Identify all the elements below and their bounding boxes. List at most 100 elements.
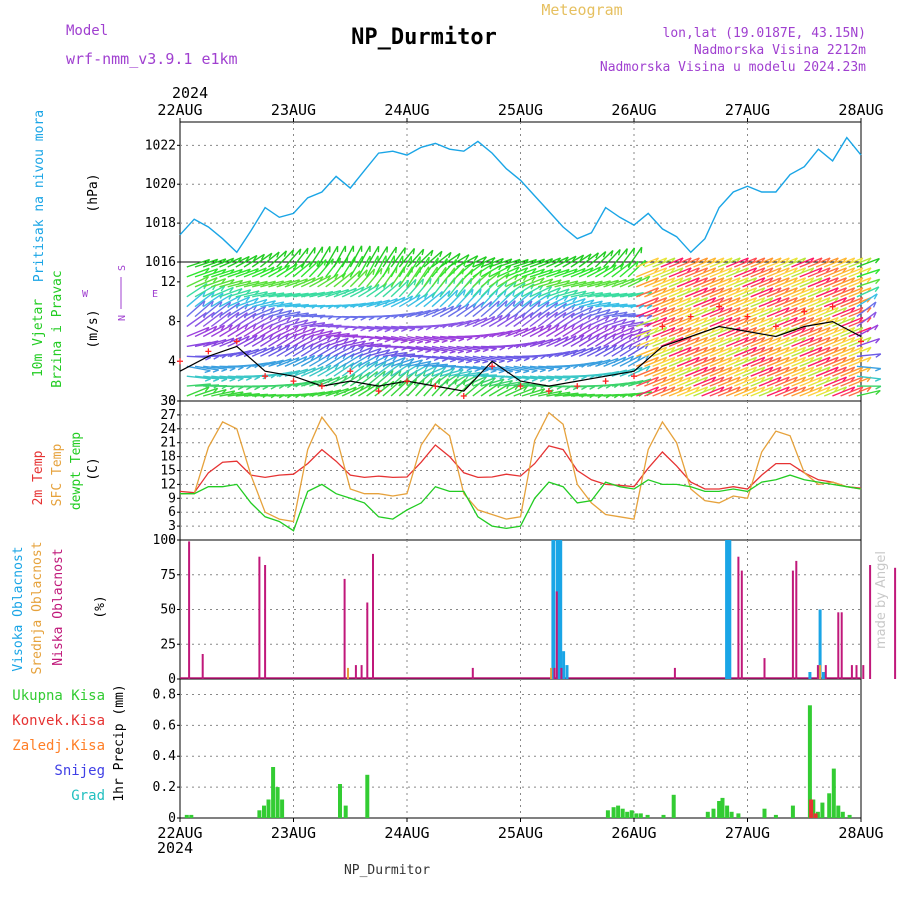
wind-vector-head bbox=[253, 297, 259, 304]
wind-vector bbox=[693, 386, 716, 397]
wind-vector bbox=[627, 246, 643, 268]
wind-vector-head bbox=[253, 255, 258, 261]
wind-vector bbox=[832, 346, 855, 357]
top-tick-label: 28AUG bbox=[838, 101, 883, 119]
wind-vector bbox=[725, 287, 749, 298]
wind-vector bbox=[840, 306, 864, 318]
wind-vector bbox=[554, 268, 578, 278]
temp-ytick-label: 9 bbox=[168, 491, 176, 506]
wind-vector bbox=[227, 280, 252, 288]
wind-vector bbox=[325, 387, 349, 397]
wind-vector-head bbox=[866, 277, 872, 283]
wind-vector bbox=[251, 252, 273, 268]
credit-label: made by Angel bbox=[874, 551, 889, 649]
wind-vector bbox=[783, 356, 806, 367]
wind-vector bbox=[276, 292, 301, 298]
wind-vector-head bbox=[703, 336, 709, 343]
wind-vector bbox=[374, 325, 399, 331]
wind-vector bbox=[382, 280, 402, 298]
wind-gust-marker bbox=[432, 383, 439, 390]
wind-vector bbox=[701, 306, 725, 318]
wind-vector bbox=[685, 366, 708, 377]
wind-vector-head bbox=[316, 260, 320, 267]
wind-vector bbox=[823, 336, 847, 348]
wind-vector-head bbox=[220, 285, 226, 292]
cloud-bar bbox=[737, 556, 740, 679]
wind-gust-marker bbox=[744, 313, 751, 320]
wind-vector-head bbox=[875, 278, 881, 285]
cloud-ytick-label: 0 bbox=[168, 672, 176, 687]
wind-vector bbox=[235, 312, 257, 328]
wind-vector-head bbox=[400, 357, 406, 363]
wind-vector-head bbox=[409, 358, 415, 364]
wind-vector bbox=[202, 285, 226, 298]
wind-vector-head bbox=[531, 378, 538, 382]
location-title: NP_Durmitor bbox=[351, 25, 497, 50]
precip-bar bbox=[661, 814, 666, 818]
wind-vector bbox=[488, 265, 511, 278]
wind-vector bbox=[701, 376, 725, 387]
wind-vector-head bbox=[368, 328, 375, 332]
frame-pressure bbox=[179, 121, 862, 263]
wind-vector bbox=[210, 311, 231, 328]
wind-vector-head bbox=[595, 252, 600, 259]
wind-vector bbox=[766, 366, 790, 377]
wind-vector bbox=[300, 328, 325, 338]
wind-vector bbox=[791, 356, 815, 367]
wind-vector bbox=[374, 335, 399, 342]
wind-vector-head bbox=[589, 374, 596, 380]
wind-vector bbox=[562, 334, 585, 348]
wind-vector-head bbox=[539, 369, 546, 373]
footer-location: NP_Durmitor bbox=[344, 863, 430, 878]
wind-vector-head bbox=[204, 386, 210, 393]
wind-vector-head bbox=[421, 278, 425, 285]
wind-vector bbox=[358, 300, 382, 308]
wind-vector bbox=[529, 375, 554, 380]
wind-vector-head bbox=[416, 294, 421, 301]
wind-vector bbox=[840, 257, 864, 268]
wind-vector bbox=[358, 325, 383, 330]
wind-vector-head bbox=[564, 377, 571, 382]
wind-vector bbox=[709, 267, 733, 278]
wind-vector-head bbox=[268, 252, 273, 259]
wind-vector bbox=[219, 287, 243, 298]
wind-vector bbox=[742, 277, 766, 288]
wind-vector-head bbox=[455, 289, 459, 297]
wind-vector bbox=[701, 287, 725, 298]
wind-vector-head bbox=[220, 325, 226, 331]
wind-vector bbox=[725, 336, 749, 348]
cloud-bar bbox=[869, 565, 872, 679]
wind-vector-head bbox=[473, 255, 479, 262]
wind-vector bbox=[284, 292, 309, 298]
wind-vector-head bbox=[604, 315, 610, 322]
cloud-bar bbox=[818, 609, 822, 679]
wind-vector bbox=[766, 346, 790, 357]
wind-vector bbox=[783, 386, 806, 397]
year-bottom: 2024 bbox=[157, 839, 193, 857]
cloud-bar bbox=[264, 565, 267, 679]
wind-vector bbox=[758, 316, 782, 328]
wind-vector bbox=[480, 314, 503, 328]
wind-vector bbox=[554, 289, 578, 298]
wind-vector bbox=[611, 304, 636, 308]
wind-vector-head bbox=[735, 366, 741, 373]
wind-vector-head bbox=[294, 318, 300, 324]
wind-vector bbox=[219, 279, 243, 288]
cloud-bar bbox=[347, 667, 349, 679]
wind-vector bbox=[750, 356, 774, 367]
wind-vector bbox=[374, 361, 395, 377]
wind-vector bbox=[799, 267, 823, 278]
wind-vector bbox=[211, 268, 235, 278]
wind-vector bbox=[366, 381, 387, 397]
wind-vector bbox=[374, 246, 388, 268]
wind-vector bbox=[832, 277, 855, 288]
precip-bar bbox=[280, 799, 285, 818]
wind-vector-head bbox=[563, 323, 568, 330]
wind-vector bbox=[652, 336, 676, 348]
wind-vector bbox=[448, 319, 472, 328]
wind-vector bbox=[856, 257, 880, 268]
wind-vector bbox=[766, 297, 790, 308]
wind-vector bbox=[505, 275, 528, 288]
wind-vector bbox=[284, 312, 309, 318]
precip-bar bbox=[840, 811, 845, 818]
